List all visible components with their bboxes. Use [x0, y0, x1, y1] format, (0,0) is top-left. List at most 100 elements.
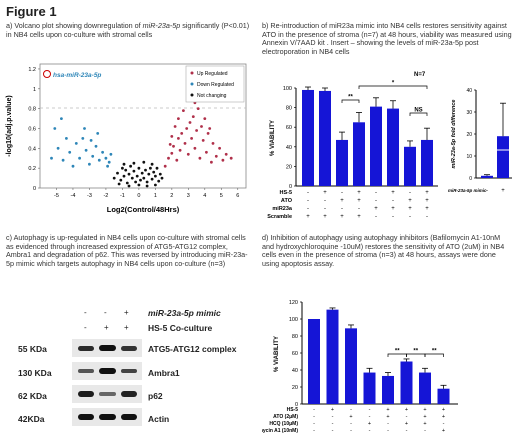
panel-b-inset: 0 10 20 30 40 miR-23a-5p fold difference miR… — [448, 88, 512, 194]
band-p62-2 — [99, 392, 116, 396]
inset-ytick-label: 20 — [466, 132, 472, 138]
volcano-point — [132, 169, 136, 173]
d-row-sign: - — [406, 428, 408, 434]
volcano-point — [88, 162, 91, 166]
inset-ytick-label: 0 — [469, 176, 472, 182]
volcano-point — [208, 127, 212, 130]
d-y-axis-label: % VIABILITY — [274, 336, 280, 372]
volcano-point — [178, 148, 182, 152]
volcano-point — [122, 174, 126, 178]
b-row-sign: - — [375, 214, 377, 220]
volcano-point — [139, 178, 142, 182]
d-row-sign: + — [442, 414, 445, 420]
b-row-sign: + — [323, 190, 327, 196]
b-y-axis-label: % VIABILITY — [270, 120, 276, 156]
volcano-point — [186, 152, 190, 156]
volcano-point — [121, 166, 124, 170]
volcano-point — [163, 164, 167, 168]
volcano-point — [101, 150, 104, 154]
b-ytick-label: 20 — [286, 164, 292, 170]
volcano-point — [144, 168, 147, 172]
d-ytick-label: 40 — [292, 368, 298, 374]
volcano-point — [229, 156, 233, 160]
panel-d-caption: d) Inhibition of autophagy using autopha… — [262, 233, 505, 268]
b-row-sign: + — [306, 214, 310, 220]
d-bar — [419, 372, 431, 404]
d-row-sign: - — [313, 414, 315, 420]
blot-ambra1 — [72, 362, 142, 380]
volcano-point — [104, 156, 108, 160]
d-row-sign: - — [369, 428, 371, 434]
d-bar — [400, 361, 413, 404]
legend-down-dot — [190, 82, 194, 86]
volcano-point — [214, 154, 218, 158]
volcano-point — [122, 162, 126, 166]
volcano-point — [145, 184, 149, 188]
figure-title: Figure 1 — [6, 4, 57, 19]
name-actin: Actin — [148, 414, 170, 424]
volcano-point — [81, 137, 85, 140]
volcano-xtick-label: -1 — [120, 193, 125, 199]
volcano-point — [83, 127, 86, 130]
band-ambra1-2 — [99, 368, 116, 374]
d-row-sign: + — [423, 414, 426, 420]
volcano-point — [155, 166, 159, 170]
volcano-point — [154, 183, 157, 187]
panel-d-chart: 0 20 40 60 80 100 120 ** ** ** % VIABILITY HS-5 -… — [262, 300, 458, 434]
volcano-xtick-label: -3 — [87, 193, 92, 199]
volcano-point — [109, 152, 113, 156]
volcano-point — [182, 109, 185, 112]
volcano-xtick-label: -5 — [54, 193, 59, 199]
b-row-label: miR23a — [272, 206, 293, 212]
volcano-point — [168, 143, 172, 146]
volcano-point — [50, 156, 53, 160]
b-ytick-label: 100 — [283, 86, 292, 92]
b-row-sign: - — [307, 206, 309, 212]
volcano-point — [74, 142, 78, 145]
band-atg5-2 — [99, 345, 116, 351]
b-row-sign: + — [374, 206, 378, 212]
d-row-sign: + — [331, 407, 334, 413]
d-row-sign: - — [387, 428, 389, 434]
b-bar — [353, 122, 365, 186]
volcano-point — [119, 178, 123, 182]
d-row-sign: + — [405, 407, 408, 413]
d-row-label: Bafilomycin A1 (10nM) — [262, 428, 298, 434]
kda-actin: 42KDa — [18, 414, 45, 424]
d-row-sign: - — [313, 421, 315, 427]
volcano-point — [160, 176, 164, 180]
volcano-point — [117, 182, 121, 186]
d-ytick-label: 20 — [292, 385, 298, 391]
volcano-point — [190, 137, 194, 140]
d-row-sign: - — [350, 421, 352, 427]
b-bar — [336, 139, 348, 186]
b-row-sign: + — [425, 206, 429, 212]
volcano-legend — [185, 65, 245, 103]
b-row-sign: - — [341, 206, 343, 212]
d-row-sign: - — [313, 428, 315, 434]
blot-atg5 — [72, 339, 142, 357]
d-row-label: HS-5 — [287, 407, 299, 413]
volcano-point — [193, 146, 197, 150]
b-row-label: HS-5 — [279, 190, 292, 196]
b-row-sign: + — [357, 214, 361, 220]
b-row-sign: + — [425, 198, 429, 204]
volcano-point — [97, 158, 101, 162]
inset-ytick-label: 10 — [466, 154, 472, 160]
b-bar — [421, 139, 433, 186]
volcano-point — [142, 160, 146, 164]
volcano-point — [142, 176, 146, 180]
legend-up-dot — [190, 71, 194, 75]
highlight-label: hsa-miR-23a-5p — [53, 72, 101, 79]
d-bar — [363, 372, 376, 404]
d-row-sign: - — [332, 421, 334, 427]
band-atg5-3 — [121, 346, 137, 351]
volcano-plot: 0 0.2 0.4 0.6 0.8 1 1.2 -5 -4 -3 -2 -1 0 1 2 3 4 5 6 -log… — [6, 63, 247, 214]
d-row-sign: - — [350, 428, 352, 434]
volcano-point — [127, 184, 131, 188]
volcano-point — [203, 117, 207, 120]
b-ytick-label: 60 — [286, 125, 292, 131]
volcano-frame — [39, 63, 247, 189]
legend-nochange: Not changing — [197, 93, 227, 99]
legend-nochange-dot — [190, 93, 194, 97]
